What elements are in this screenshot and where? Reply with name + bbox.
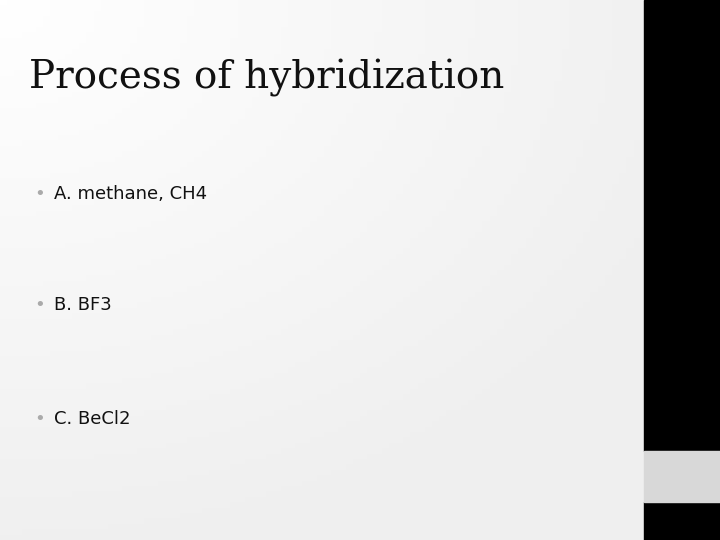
Bar bbox=[644, 451, 720, 502]
Text: •: • bbox=[35, 296, 45, 314]
Text: A. methane, CH4: A. methane, CH4 bbox=[54, 185, 207, 204]
Text: Process of hybridization: Process of hybridization bbox=[29, 59, 504, 97]
Text: •: • bbox=[35, 409, 45, 428]
Text: C. BeCl2: C. BeCl2 bbox=[54, 409, 130, 428]
Bar bbox=[644, 0, 720, 451]
Bar bbox=[644, 502, 720, 540]
Text: B. BF3: B. BF3 bbox=[54, 296, 112, 314]
Text: •: • bbox=[35, 185, 45, 204]
